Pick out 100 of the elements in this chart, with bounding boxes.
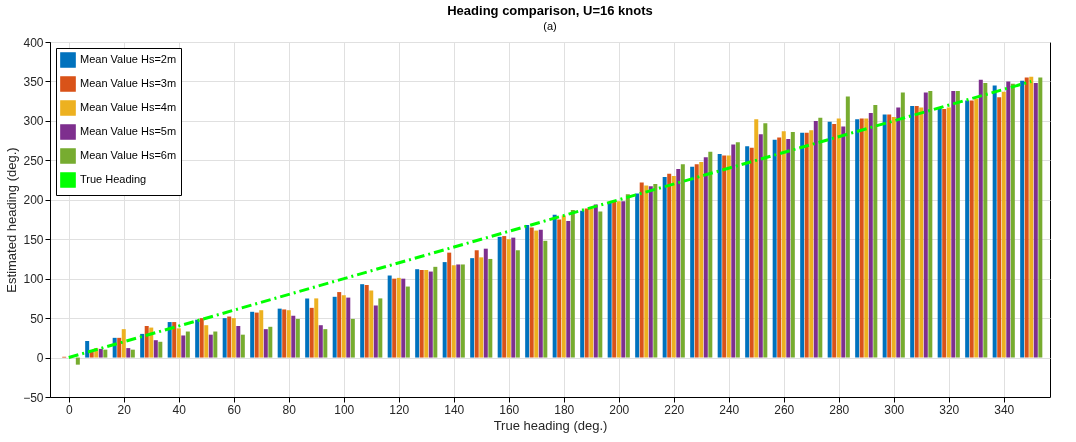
bar [506,239,511,358]
x-tick-label: 320 [939,402,960,417]
bar [676,169,681,358]
bar [703,157,708,358]
bar [405,286,410,358]
chart-title: Heading comparison, U=16 knots [447,3,653,18]
y-tick-label: 150 [23,232,44,247]
bar [158,341,163,358]
bar [346,297,351,358]
bar [525,225,530,358]
bar [836,118,841,358]
bar [942,109,947,358]
bar [483,248,488,358]
bar [864,118,869,358]
bar [204,325,209,358]
bar [735,142,740,358]
bar [997,97,1002,358]
bar [955,90,960,358]
bar [809,130,814,358]
bar [923,92,928,358]
bar [433,266,438,358]
y-tick-label: 400 [23,35,44,50]
x-tick-label: 20 [117,402,132,417]
bar [1020,80,1025,358]
bar [401,278,406,358]
bar [181,335,186,358]
bar [580,210,585,358]
x-tick-label: 40 [172,402,187,417]
x-tick-label: 120 [389,402,410,417]
bar [969,100,974,358]
bar [951,90,956,358]
y-tick-label: −50 [23,390,44,405]
bar [103,349,108,358]
bar [282,309,287,358]
bar [447,252,452,358]
bar [754,119,759,358]
x-tick-label: 340 [994,402,1015,417]
bar [946,107,951,358]
y-tick-label: 0 [36,351,44,366]
bar [360,284,365,358]
x-tick-label: 60 [227,402,242,417]
x-tick-label: 0 [65,402,73,417]
bar [428,271,433,358]
x-tick-label: 160 [499,402,520,417]
bar [341,295,346,358]
bar [323,329,328,358]
bar [263,329,268,358]
bar [364,284,369,358]
bar [974,98,979,358]
bar [130,349,135,358]
bar [538,229,543,358]
bar [140,333,145,358]
bar [818,117,823,358]
bar [314,298,319,358]
x-tick-label: 300 [884,402,905,417]
x-tick-label: 220 [664,402,685,417]
bar [126,348,131,358]
bar [488,258,493,358]
bar [717,154,722,358]
y-tick-label: 50 [30,311,44,326]
y-tick-label: 350 [23,74,44,89]
bar [451,265,456,358]
bar [644,185,649,358]
bar [882,114,887,358]
bar [855,119,860,358]
bar [295,318,300,358]
bar [1033,83,1038,358]
bar [800,132,805,358]
bar [910,105,915,358]
bar [318,325,323,358]
bar [598,211,603,358]
bar [680,164,685,358]
bar [1038,77,1043,358]
bar [749,147,754,358]
bar [144,326,149,358]
bar [250,311,255,358]
bar [396,277,401,358]
bar [117,337,122,358]
bar [612,201,617,358]
bar [305,298,310,358]
bar [625,194,630,358]
bar [529,227,534,358]
bar [332,296,337,358]
bar [185,331,190,358]
bar [373,305,378,358]
bar [378,298,383,358]
bar [153,340,158,358]
bar [671,176,676,358]
bar [639,182,644,358]
y-tick-label: 100 [23,272,44,287]
bar [456,264,461,358]
bar [887,114,892,358]
bar [928,90,933,358]
y-axis-title: Estimated heading (deg.) [4,147,20,293]
bar [1001,91,1006,358]
bar [731,144,736,358]
bar [621,201,626,358]
bar [978,79,983,358]
bar [213,331,218,358]
bar [607,202,612,358]
